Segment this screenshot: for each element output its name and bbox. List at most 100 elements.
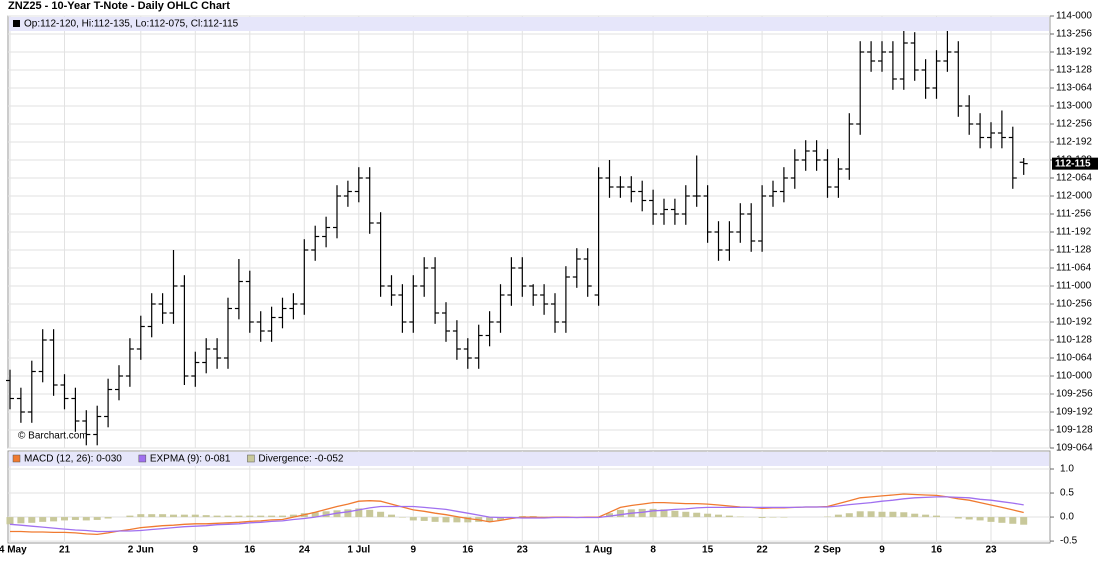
legend-label: MACD (12, 26): 0-030 xyxy=(24,454,122,465)
divergence-bar xyxy=(606,513,613,518)
y-tick-label: 112-192 xyxy=(1056,137,1092,148)
divergence-bar xyxy=(998,517,1006,523)
divergence-bar xyxy=(453,517,461,523)
x-tick-label: 2 Jun xyxy=(128,545,154,556)
legend-band xyxy=(9,452,1049,466)
y-tick-label: 0.0 xyxy=(1060,512,1074,523)
divergence-bar xyxy=(693,512,701,518)
divergence-bar xyxy=(1009,517,1017,524)
ohlc-legend: Op:112-120, Hi:112-135, Lo:112-075, Cl:1… xyxy=(24,19,239,30)
divergence-bar xyxy=(246,515,254,518)
divergence-bar xyxy=(93,517,101,520)
divergence-bar xyxy=(61,517,68,521)
divergence-bar xyxy=(50,517,58,522)
x-tick-label: 21 xyxy=(59,545,71,556)
watermark: © Barchart.com xyxy=(18,431,88,442)
divergence-bar xyxy=(126,515,134,518)
y-tick-label: 112-064 xyxy=(1056,173,1092,184)
divergence-bar xyxy=(911,513,919,518)
y-tick-label: 109-064 xyxy=(1056,443,1093,454)
y-tick-label: 109-192 xyxy=(1056,407,1093,418)
x-tick-label: 23 xyxy=(985,545,997,556)
divergence-bar xyxy=(148,514,156,518)
x-tick-label: 1 Jul xyxy=(347,545,370,556)
x-tick-label: 16 xyxy=(931,545,943,556)
divergence-bar xyxy=(377,511,385,518)
divergence-bar xyxy=(213,515,221,518)
y-tick-label: 111-000 xyxy=(1056,281,1092,292)
x-tick-label: 24 xyxy=(299,545,311,556)
y-tick-label: 109-256 xyxy=(1056,389,1093,400)
divergence-bar xyxy=(137,514,145,518)
divergence-bar xyxy=(202,515,210,518)
last-price-label: 112-115 xyxy=(1055,158,1091,169)
x-tick-label: 9 xyxy=(879,545,885,556)
y-tick-label: 111-256 xyxy=(1056,209,1092,220)
divergence-bar xyxy=(224,515,232,518)
divergence-bar xyxy=(715,514,722,518)
y-tick-label: 110-064 xyxy=(1056,353,1092,364)
x-tick-label: 8 xyxy=(650,545,656,556)
divergence-bar xyxy=(758,517,766,519)
divergence-bar xyxy=(616,509,624,518)
chart-title: ZNZ25 - 10-Year T-Note - Daily OHLC Char… xyxy=(8,0,230,12)
y-tick-label: 0.5 xyxy=(1060,488,1074,499)
y-tick-label: 110-128 xyxy=(1056,335,1092,346)
divergence-bar xyxy=(845,513,853,518)
divergence-bar xyxy=(420,517,428,521)
divergence-bar xyxy=(486,517,494,522)
y-tick-label: 109-128 xyxy=(1056,425,1093,436)
divergence-bar xyxy=(39,517,47,522)
y-tick-label: 110-000 xyxy=(1056,371,1092,382)
x-tick-label: 16 xyxy=(462,545,474,556)
y-tick-label: 113-000 xyxy=(1056,101,1092,112)
divergence-bar xyxy=(660,509,668,518)
y-tick-label: 111-192 xyxy=(1056,227,1092,238)
divergence-bar xyxy=(28,517,36,523)
y-tick-label: 1.0 xyxy=(1060,464,1074,475)
x-tick-label: 14 May xyxy=(0,545,27,556)
divergence-bar xyxy=(257,515,265,518)
divergence-bar xyxy=(180,514,188,518)
divergence-bar xyxy=(344,509,352,518)
macd-panel xyxy=(7,450,1051,544)
legend-swatch xyxy=(138,454,147,463)
y-tick-label: 111-064 xyxy=(1056,263,1092,274)
grid xyxy=(8,15,1050,543)
legend-band xyxy=(9,17,1049,31)
divergence-bar xyxy=(933,515,940,518)
divergence-bar xyxy=(279,515,286,518)
divergence-bar xyxy=(900,512,908,518)
divergence-bar xyxy=(725,515,733,518)
divergence-bar xyxy=(878,511,886,518)
divergence-bar xyxy=(191,514,199,518)
divergence-bar xyxy=(104,517,112,519)
divergence-bar xyxy=(366,509,374,518)
divergence-bar xyxy=(71,517,79,520)
divergence-bar xyxy=(497,517,504,520)
y-tick-label: -0.5 xyxy=(1060,536,1078,547)
y-tick-label: 113-192 xyxy=(1056,47,1092,58)
divergence-bar xyxy=(704,513,712,518)
divergence-bar xyxy=(834,514,842,518)
divergence-bar xyxy=(867,511,875,518)
divergence-bar xyxy=(965,517,973,520)
divergence-bar xyxy=(682,511,690,518)
y-tick-label: 113-128 xyxy=(1056,65,1092,76)
divergence-bar xyxy=(638,508,646,518)
x-tick-label: 1 Aug xyxy=(585,545,612,556)
divergence-bar xyxy=(431,517,439,522)
divergence-bar xyxy=(671,510,679,518)
y-tick-label: 113-256 xyxy=(1056,29,1092,40)
divergence-bar xyxy=(268,515,276,518)
divergence-bar xyxy=(922,514,930,518)
divergence-bar xyxy=(235,515,243,518)
divergence-bar xyxy=(311,512,319,518)
x-tick-label: 16 xyxy=(244,545,256,556)
divergence-bar xyxy=(464,517,472,523)
overlay: 14 May 21 2 Jun 9 16 24 1 Jul 9 16 23 1 Aug 8 15 22 2 … xyxy=(0,11,1098,556)
divergence-bar xyxy=(976,517,984,521)
y-tick-label: 110-192 xyxy=(1056,317,1092,328)
